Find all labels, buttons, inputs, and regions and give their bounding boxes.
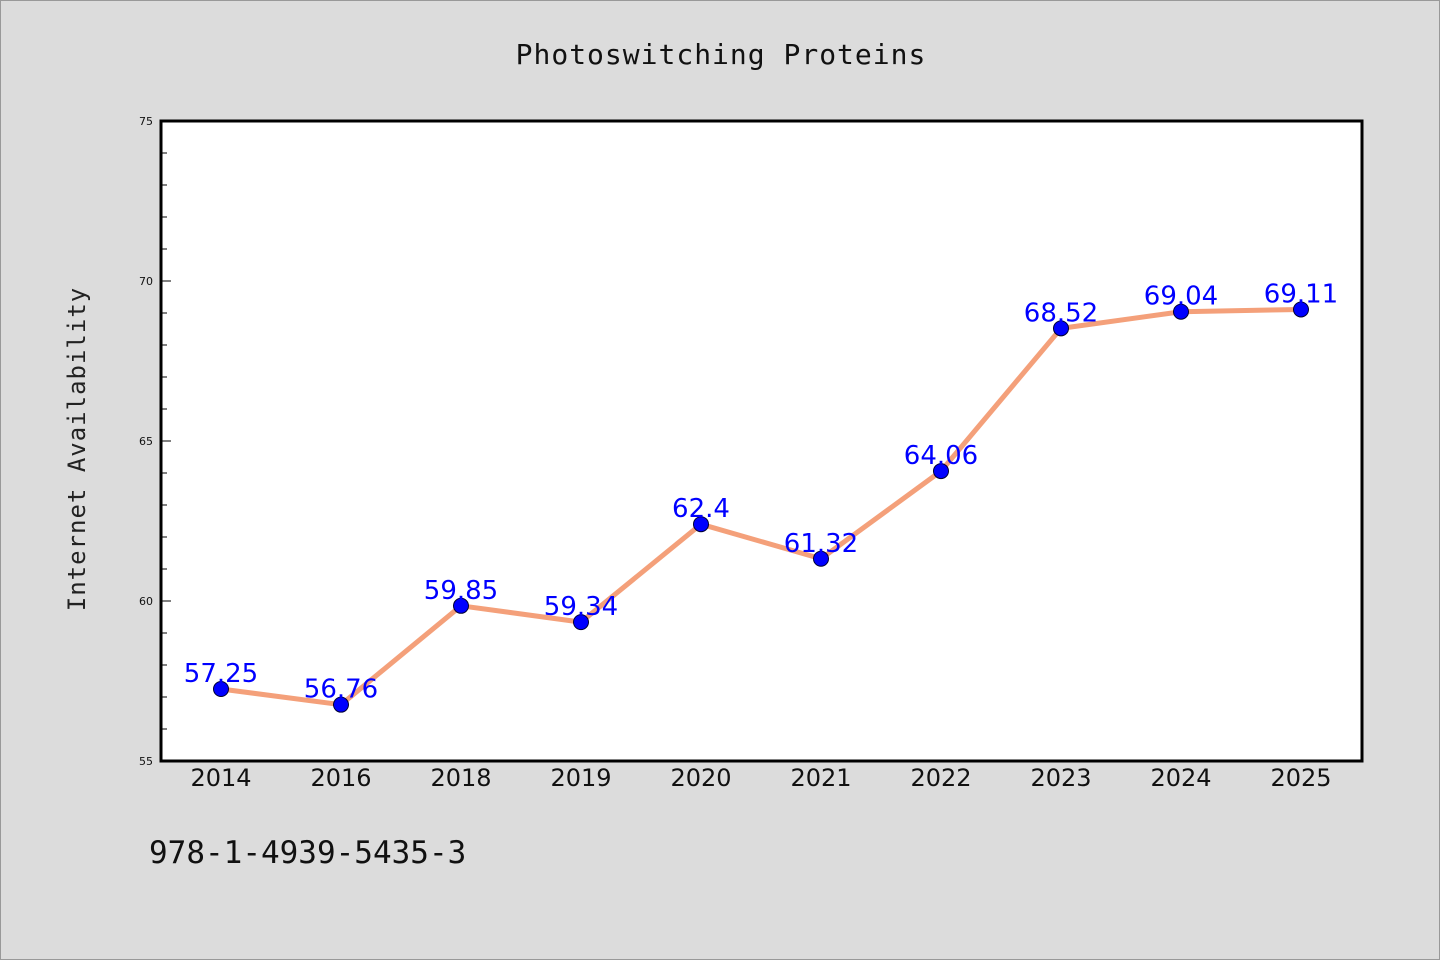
x-axis-ticks: 2014 2016 2018 2019 2020 2021 2022 2023 2024 2025 [190, 764, 1331, 792]
x-tick-label: 2019 [550, 764, 611, 792]
y-tick-label: 65 [139, 435, 153, 448]
data-point [333, 696, 349, 713]
y-tick-label: 60 [139, 595, 153, 608]
data-label: 59.85 [424, 576, 498, 606]
data-label: 68.52 [1024, 298, 1098, 328]
data-label: 59.34 [544, 592, 618, 622]
y-axis-label: Internet Availability [63, 287, 91, 611]
data-label: 61.32 [784, 529, 858, 559]
chart-title: Photoswitching Proteins [516, 38, 927, 71]
data-point [1053, 320, 1069, 337]
series-line-group [218, 306, 1304, 708]
x-tick-label: 2020 [670, 764, 731, 792]
y-tick-label: 70 [139, 275, 153, 288]
data-point [453, 597, 469, 614]
data-point [1173, 303, 1189, 320]
x-tick-label: 2018 [430, 764, 491, 792]
x-tick-label: 2025 [1270, 764, 1331, 792]
data-label: 56.76 [304, 675, 378, 705]
data-point [693, 516, 709, 533]
x-tick-label: 2023 [1030, 764, 1091, 792]
data-label: 62.4 [672, 494, 730, 524]
x-tick-label: 2022 [910, 764, 971, 792]
series-line [218, 306, 1304, 708]
series-markers-group [213, 301, 1309, 713]
data-point [573, 614, 589, 631]
y-axis-ticks: 55 60 65 70 75 [139, 115, 171, 768]
data-label: 69.04 [1144, 282, 1218, 312]
data-point [213, 681, 229, 697]
data-label: 57.25 [184, 659, 258, 689]
y-tick-label: 75 [139, 115, 153, 128]
x-tick-label: 2021 [790, 764, 851, 792]
data-labels-group: 57.25 56.76 59.85 59.34 62.4 61.32 64.06 68.52 6… [184, 279, 1338, 704]
x-tick-label: 2024 [1150, 764, 1211, 792]
data-point [1293, 301, 1309, 318]
data-point [813, 550, 829, 567]
data-point [933, 463, 949, 480]
x-tick-label: 2014 [190, 764, 251, 792]
x-tick-label: 2016 [310, 764, 371, 792]
plot-area [159, 119, 1364, 763]
data-label: 64.06 [904, 441, 978, 471]
data-label: 69.11 [1264, 279, 1338, 309]
y-tick-label: 55 [139, 755, 153, 768]
footer-code: 978-1-4939-5435-3 [149, 835, 467, 871]
